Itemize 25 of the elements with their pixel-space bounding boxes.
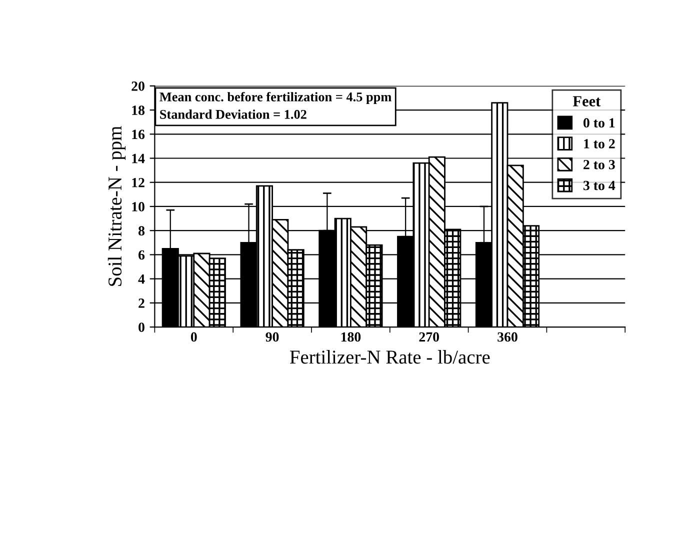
y-tick-label: 4 [138,274,145,284]
annotation: Mean conc. before fertilization = 4.5 ppm [160,92,392,104]
legend-title: Feet [572,96,601,106]
x-tick-label: 270 [419,332,439,342]
legend-label: 1 to 2 [584,139,615,148]
y-axis-title: Soil Nitrate-N - ppm [108,126,126,286]
y-tick-label: 8 [138,226,145,236]
x-tick-label: 90 [266,332,279,342]
legend-label: 2 to 3 [584,160,615,170]
annotation: Standard Deviation = 1.02 [160,110,306,119]
x-axis-title: Fertilizer-N Rate - lb/acre [290,350,490,364]
y-tick-label: 12 [132,178,144,188]
y-tick-label: 10 [132,202,144,212]
y-tick-label: 2 [138,298,144,308]
x-tick-label: 360 [498,332,518,342]
legend-label: 0 to 1 [584,118,615,128]
y-tick-label: 16 [132,130,145,140]
x-tick-label: 180 [341,332,361,342]
y-tick-label: 20 [132,82,144,91]
y-tick-label: 0 [138,322,144,332]
x-tick-label: 0 [190,332,197,342]
y-tick-label: 6 [138,250,145,260]
y-tick-label: 18 [132,106,145,115]
y-tick-label: 14 [132,154,145,164]
legend-label: 3 to 4 [584,180,616,190]
